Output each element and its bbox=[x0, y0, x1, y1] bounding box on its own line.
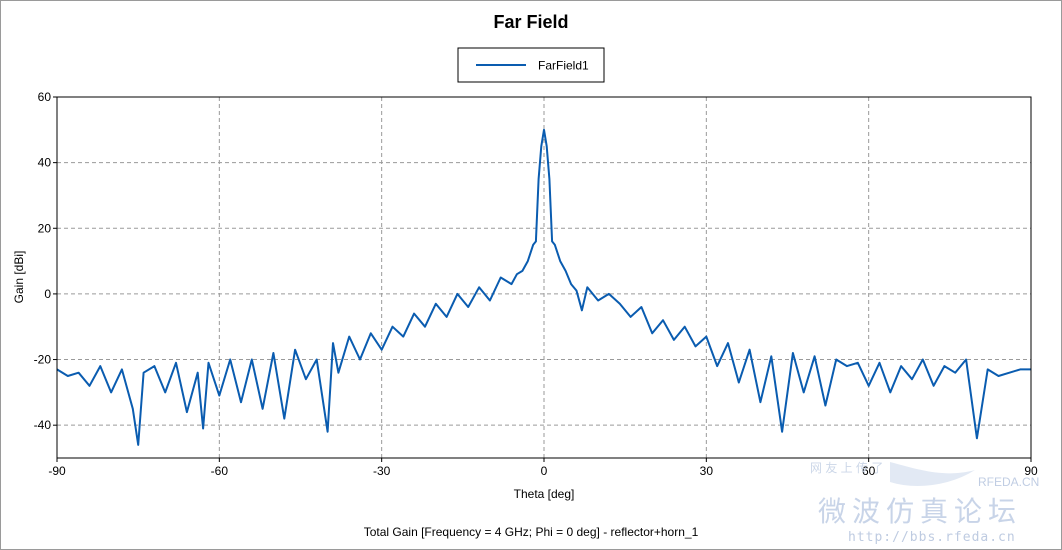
x-tick-label: 0 bbox=[541, 464, 548, 478]
watermark-line1: 网 友 上 传 了 bbox=[810, 460, 883, 475]
x-tick-label: -60 bbox=[211, 464, 229, 478]
y-tick-label: 40 bbox=[38, 156, 52, 170]
legend-label: FarField1 bbox=[538, 59, 589, 73]
tick-labels: -90 -60 -30 0 30 60 90 -40 -20 0 20 40 60 bbox=[34, 90, 1038, 478]
y-tick-label: 60 bbox=[38, 90, 52, 104]
watermark-line3: 微波仿真论坛 bbox=[818, 495, 1022, 528]
y-tick-label: 0 bbox=[44, 287, 51, 301]
chart-caption: Total Gain [Frequency = 4 GHz; Phi = 0 d… bbox=[364, 525, 699, 539]
plot-area bbox=[57, 97, 1031, 458]
x-axis-label: Theta [deg] bbox=[514, 487, 575, 501]
y-tick-label: 20 bbox=[38, 221, 52, 235]
chart-title: Far Field bbox=[493, 12, 568, 32]
x-tick-label: -30 bbox=[373, 464, 391, 478]
series-layer bbox=[56, 128, 1031, 446]
series-line-0 bbox=[56, 128, 1031, 446]
y-tick-label: -20 bbox=[34, 353, 52, 367]
x-tick-label: 60 bbox=[862, 464, 876, 478]
x-tick-label: 30 bbox=[700, 464, 714, 478]
watermark-line4: http://bbs.rfeda.cn bbox=[848, 530, 1016, 545]
grid bbox=[57, 97, 1031, 458]
y-axis-label: Gain [dBi] bbox=[12, 251, 26, 304]
watermark-line2: RFEDA.CN bbox=[978, 475, 1039, 489]
watermark: 网 友 上 传 了 RFEDA.CN 微波仿真论坛 http://bbs.rfe… bbox=[810, 460, 1039, 545]
y-tick-label: -40 bbox=[34, 418, 52, 432]
x-tick-label: 90 bbox=[1024, 464, 1038, 478]
legend[interactable]: FarField1 bbox=[457, 47, 605, 83]
x-tick-label: -90 bbox=[48, 464, 66, 478]
watermark-bird-icon bbox=[890, 462, 975, 486]
